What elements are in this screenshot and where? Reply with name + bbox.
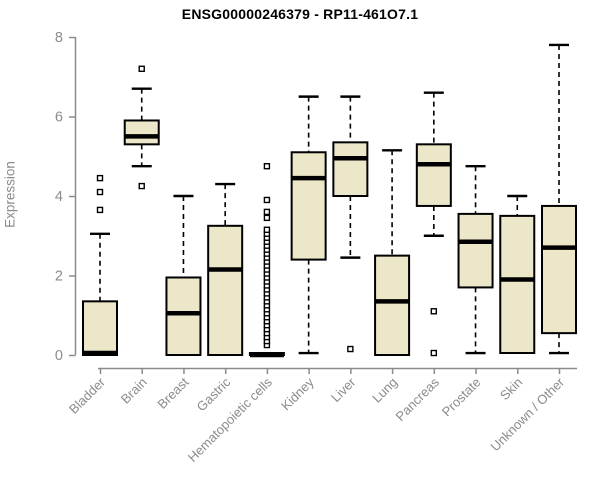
x-tick-label: Prostate	[439, 375, 484, 420]
iqr-box	[207, 224, 244, 356]
chart-title: ENSG00000246379 - RP11-461O7.1	[181, 6, 419, 22]
iqr-box	[415, 143, 452, 207]
iqr-box	[457, 212, 494, 289]
x-tick-label: Brain	[118, 375, 150, 407]
outlier-point	[263, 214, 271, 222]
y-tick-label: 8	[55, 30, 63, 46]
y-tick-label: 4	[55, 189, 63, 205]
y-tick-label: 6	[55, 110, 63, 126]
iqr-box	[165, 276, 202, 356]
x-tick-label: Lung	[369, 375, 400, 406]
outlier-point	[430, 308, 438, 315]
x-tick-label: Breast	[154, 374, 191, 411]
y-tick-label: 0	[55, 348, 63, 364]
outlier-point	[263, 226, 271, 233]
outlier-point	[430, 349, 438, 357]
x-tick-label: Gastric	[194, 374, 234, 414]
outlier-point	[263, 208, 271, 216]
x-tick-label: Skin	[497, 375, 525, 403]
outlier-point	[138, 65, 145, 73]
outlier-point	[96, 188, 104, 196]
outlier-point	[96, 206, 104, 214]
outlier-point	[96, 174, 104, 182]
x-tick-label: Pancreas	[392, 374, 442, 424]
iqr-box	[332, 141, 369, 197]
iqr-box	[499, 214, 536, 355]
y-tick-label: 2	[55, 269, 63, 285]
x-tick-label: Unknown / Other	[488, 374, 568, 454]
iqr-box	[82, 300, 118, 356]
outlier-point	[263, 162, 271, 170]
iqr-box	[541, 204, 577, 335]
iqr-box	[374, 254, 411, 356]
iqr-box	[123, 119, 160, 146]
outlier-point	[138, 182, 145, 190]
iqr-box	[290, 151, 327, 261]
x-tick-label: Bladder	[66, 374, 109, 417]
outlier-point	[347, 345, 354, 353]
outlier-point	[263, 196, 271, 204]
x-tick-label: Liver	[328, 374, 359, 405]
x-tick-label: Kidney	[278, 374, 317, 413]
